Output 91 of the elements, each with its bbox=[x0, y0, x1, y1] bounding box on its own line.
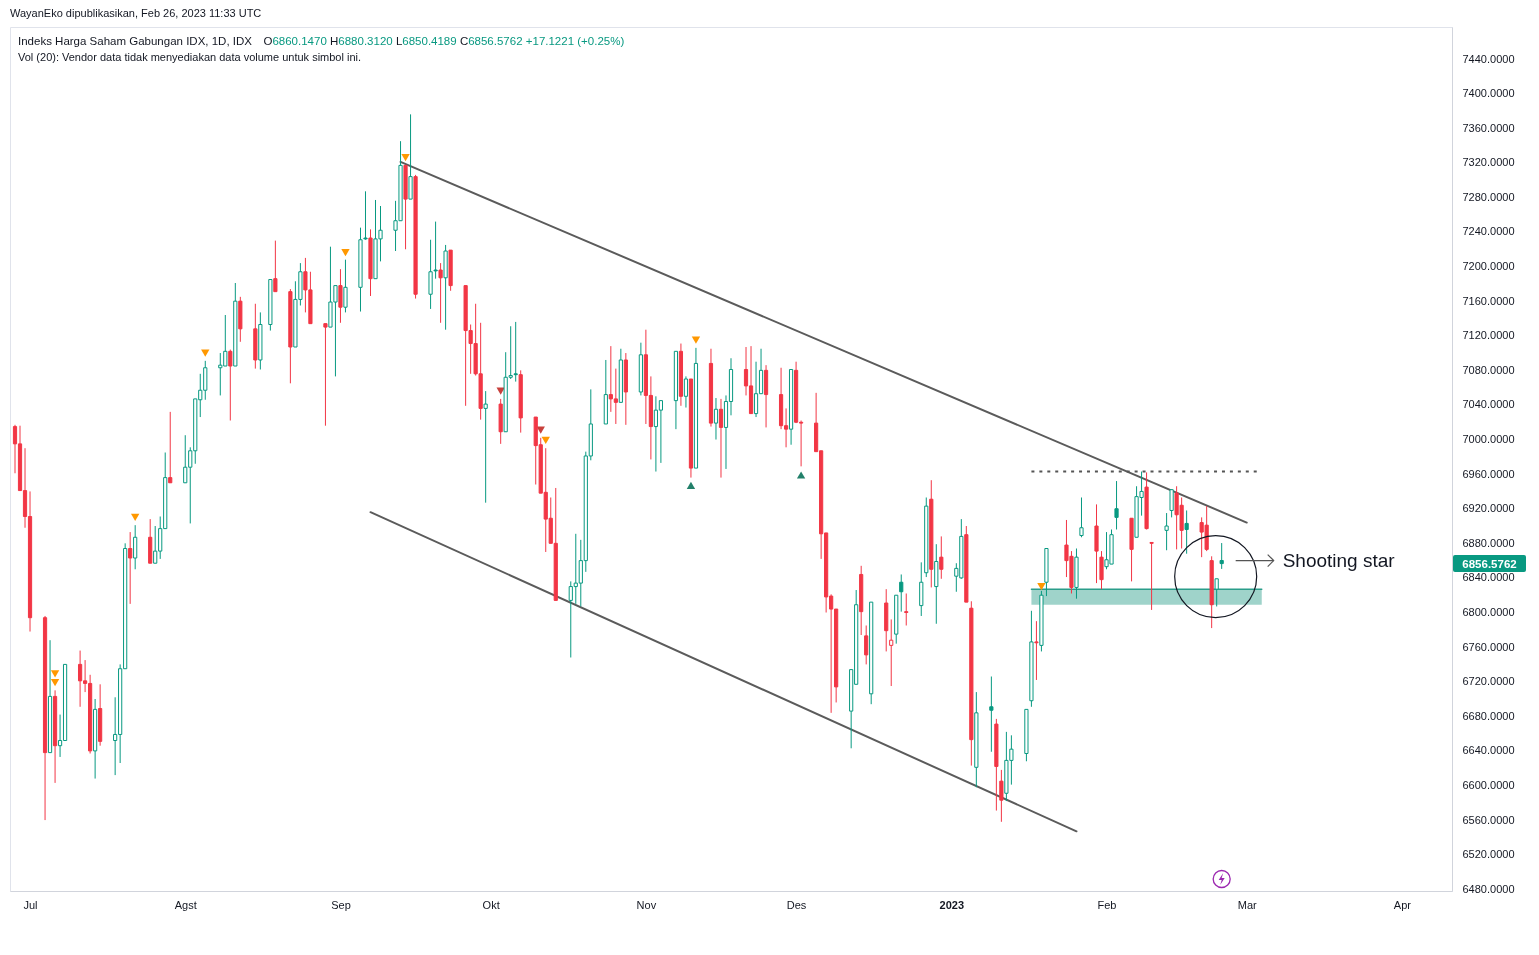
candlestick bbox=[864, 624, 869, 665]
y-tick-label: 7400.0000 bbox=[1462, 87, 1515, 100]
candlestick bbox=[889, 618, 894, 687]
y-tick-label: 7120.0000 bbox=[1462, 329, 1515, 342]
candlestick bbox=[919, 561, 924, 617]
y-tick-label: 6920.0000 bbox=[1462, 502, 1515, 515]
y-tick-label: 6960.0000 bbox=[1462, 467, 1515, 480]
candlestick bbox=[1169, 489, 1174, 518]
candlestick bbox=[999, 769, 1004, 823]
point bbox=[686, 481, 696, 489]
y-tick-label: 7280.0000 bbox=[1462, 190, 1515, 203]
candlestick bbox=[273, 240, 278, 293]
y-tick-label: 7000.0000 bbox=[1462, 433, 1515, 446]
x-tick-label: Des bbox=[786, 898, 807, 911]
y-tick-label: 7160.0000 bbox=[1462, 294, 1515, 307]
candlestick bbox=[438, 262, 443, 324]
y-tick-label: 6880.0000 bbox=[1462, 536, 1515, 549]
candlestick bbox=[904, 592, 909, 626]
candlestick bbox=[899, 573, 904, 613]
x-tick-label: Nov bbox=[636, 898, 657, 911]
x-tick-label: Apr bbox=[1393, 898, 1412, 911]
point bbox=[50, 678, 60, 687]
y-tick-label: 7200.0000 bbox=[1462, 260, 1515, 273]
candlestick bbox=[513, 321, 518, 383]
y-tick-label: 6520.0000 bbox=[1462, 848, 1515, 861]
annotation: O6860.1470 H6880.3120 L6850.4189 C6856.5762 +17.1221 (+0.25%) bbox=[263, 34, 625, 49]
candlestick bbox=[1034, 620, 1039, 681]
candlestick bbox=[338, 268, 343, 324]
text: WayanEko dipublikasikan, Feb 26, 2023 11:33 UTC bbox=[10, 7, 262, 21]
candlestick bbox=[483, 390, 488, 504]
text: Indeks Harga Saham Gabungan IDX, 1D, IDX bbox=[18, 35, 252, 47]
point bbox=[130, 513, 140, 521]
candlestick bbox=[1099, 550, 1104, 590]
y-tick-label: 6840.0000 bbox=[1462, 571, 1515, 584]
candlestick bbox=[183, 434, 188, 484]
x-tick-label: Sep bbox=[331, 898, 351, 911]
candlestick bbox=[989, 676, 994, 753]
point bbox=[541, 436, 550, 445]
point bbox=[341, 249, 350, 257]
y-tick-label: 7240.0000 bbox=[1462, 225, 1515, 238]
y-tick-label: 7320.0000 bbox=[1462, 156, 1515, 169]
y-tick-label: 6800.0000 bbox=[1462, 606, 1515, 619]
candlestick bbox=[153, 525, 158, 564]
y-tick-label: 6600.0000 bbox=[1462, 778, 1515, 791]
candlestick bbox=[1184, 509, 1189, 555]
candlestick bbox=[128, 531, 133, 605]
y-tick-label: 6680.0000 bbox=[1462, 709, 1515, 722]
x-tick-label: Feb bbox=[1097, 898, 1117, 911]
point bbox=[691, 336, 701, 344]
point bbox=[201, 349, 210, 357]
y-tick-label: 6560.0000 bbox=[1462, 813, 1515, 826]
y-tick-label: 7080.0000 bbox=[1462, 363, 1515, 376]
x-tick-label: Jul bbox=[23, 898, 38, 911]
candlestick bbox=[1214, 578, 1219, 607]
candlestick bbox=[713, 397, 719, 441]
candlestick bbox=[1219, 542, 1224, 570]
candlestick bbox=[168, 411, 173, 484]
point bbox=[796, 471, 806, 479]
candlestick bbox=[228, 349, 233, 422]
point bbox=[401, 153, 410, 162]
point bbox=[1037, 582, 1046, 591]
point bbox=[50, 670, 60, 678]
candlestick bbox=[613, 368, 618, 425]
annotation: Shooting star bbox=[1282, 550, 1396, 572]
candlestick bbox=[133, 524, 138, 570]
x-tick-label: Agst bbox=[174, 898, 197, 911]
y-tick-label: 6760.0000 bbox=[1462, 640, 1515, 653]
x-tick-label: 2023 bbox=[939, 898, 965, 911]
candlestick bbox=[1079, 496, 1084, 538]
candlestick bbox=[718, 398, 724, 479]
candlestick bbox=[753, 361, 759, 418]
y-tick-label: 7040.0000 bbox=[1462, 398, 1515, 411]
y-tick-label: 7440.0000 bbox=[1462, 52, 1515, 65]
candlestick bbox=[939, 535, 944, 580]
x-tick-label: Okt bbox=[482, 898, 500, 911]
y-tick-label: 6640.0000 bbox=[1462, 744, 1515, 757]
candlestick bbox=[323, 323, 328, 427]
text: 6856.5762 bbox=[1462, 557, 1517, 570]
candlestick bbox=[1114, 480, 1119, 530]
candlestick bbox=[408, 113, 413, 200]
y-tick-label: 6480.0000 bbox=[1462, 882, 1515, 895]
candlestick bbox=[658, 400, 663, 464]
candlestick bbox=[78, 650, 83, 708]
y-tick-label: 6720.0000 bbox=[1462, 675, 1515, 688]
y-tick-label: 7360.0000 bbox=[1462, 121, 1515, 134]
x-tick-label: Mar bbox=[1237, 898, 1258, 911]
candlestick bbox=[343, 259, 348, 313]
text: Vol (20): Vendor data tidak menyediakan data volume untuk simbol ini. bbox=[18, 51, 362, 65]
candlestick bbox=[1149, 541, 1154, 611]
candlestick bbox=[683, 375, 689, 409]
candlestick bbox=[1164, 512, 1169, 551]
